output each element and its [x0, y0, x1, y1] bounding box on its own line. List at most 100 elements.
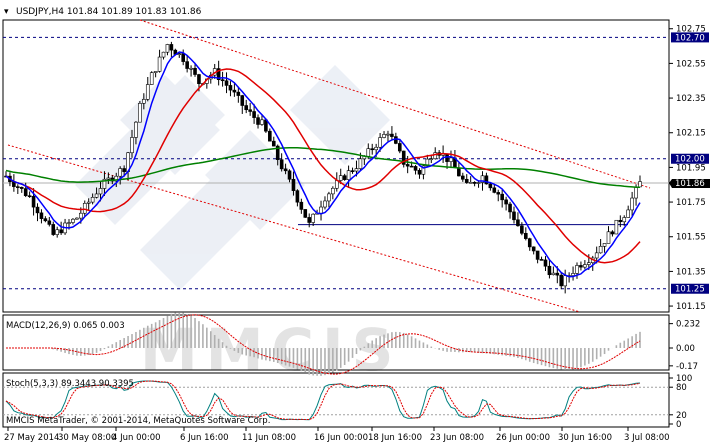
- candle-body: [464, 178, 469, 183]
- candle-body: [98, 188, 103, 195]
- candle-body: [429, 158, 434, 161]
- candle-body: [240, 95, 245, 106]
- candle-body: [618, 219, 623, 223]
- candle-body: [287, 170, 292, 180]
- time-tick-label: 26 Jun 00:00: [496, 433, 550, 443]
- channel-lower-line[interactable]: [7, 144, 581, 313]
- candle-body: [16, 186, 20, 188]
- candle-body: [94, 193, 99, 198]
- candle-body: [331, 187, 335, 195]
- candle-body: [216, 68, 221, 80]
- candle-body: [157, 56, 162, 72]
- candle-body: [555, 272, 560, 276]
- price-panel-frame: [2, 19, 670, 313]
- channel-upper-line[interactable]: [139, 19, 651, 189]
- candle-body: [244, 105, 249, 111]
- candle-body: [370, 148, 375, 151]
- candle-body: [512, 211, 516, 221]
- candle-body: [508, 203, 512, 213]
- candle-body: [378, 137, 382, 148]
- candle-body: [382, 134, 386, 138]
- candle-body: [118, 168, 122, 177]
- candle-body: [626, 209, 630, 218]
- ma-slow-line: [5, 146, 641, 189]
- copyright-text: MMCIS MetaTrader, © 2001-2014, MetaQuote…: [6, 416, 270, 426]
- price-tick-label: 101.95: [676, 163, 706, 173]
- price-tick-label: 101.15: [676, 302, 706, 312]
- price-axis[interactable]: 102.75 102.55 102.35 102.15 101.95 101.75 101.…: [669, 25, 709, 312]
- chart-header-icon: ▾: [4, 7, 9, 17]
- candle-body: [520, 225, 524, 234]
- candle-body: [47, 220, 52, 225]
- macd-axis: 0.232 0.00 -0.17: [669, 320, 700, 372]
- candle-body: [390, 133, 394, 137]
- candle-body: [543, 259, 548, 267]
- candle-body: [547, 265, 552, 276]
- candle-body: [496, 192, 501, 195]
- time-tick-label: 6 Jun 16:00: [180, 433, 229, 443]
- candle-body: [602, 243, 607, 247]
- candle-body: [527, 238, 532, 248]
- candle-body: [460, 175, 465, 180]
- candle-body: [71, 218, 75, 223]
- candle-body: [311, 213, 315, 223]
- candle-body: [480, 175, 485, 183]
- candle-body: [23, 188, 28, 196]
- trend-channel[interactable]: [7, 19, 651, 313]
- macd-label: MACD(12,26,9) 0.065 0.003: [6, 321, 125, 331]
- macd-tick-label: -0.17: [676, 362, 698, 372]
- candle-body: [283, 168, 288, 172]
- candle-body: [334, 180, 339, 189]
- macd-tick-label: 0.00: [676, 344, 695, 354]
- candle-body: [59, 229, 63, 234]
- candle-body: [413, 166, 418, 171]
- candle-body: [614, 219, 619, 235]
- candle-body: [409, 165, 414, 168]
- stochastic-indicator: [3, 380, 669, 421]
- candle-body: [630, 197, 634, 211]
- macd-tick-label: 0.232: [676, 320, 700, 330]
- candle-body: [539, 259, 544, 261]
- stoch-tick-label: 80: [676, 383, 687, 393]
- candle-body: [425, 158, 430, 167]
- candle-body: [271, 140, 276, 147]
- stoch-label: Stoch(5,3,3) 89.3443 90.3395: [6, 379, 134, 389]
- candle-body: [397, 143, 402, 152]
- time-tick-label: 16 Jun 00:00: [314, 433, 368, 443]
- candle-body: [531, 246, 536, 252]
- candle-body: [55, 229, 59, 235]
- candle-body: [587, 262, 591, 265]
- price-tick-label: 101.35: [676, 267, 706, 277]
- candle-body: [342, 175, 347, 180]
- candle-body: [177, 53, 182, 55]
- candle-body: [484, 175, 489, 185]
- candle-body: [275, 145, 280, 160]
- candle-body: [27, 195, 32, 197]
- candle-body: [145, 84, 150, 100]
- macd-indicator: [6, 312, 641, 376]
- candle-body: [374, 146, 378, 151]
- candle-body: [130, 137, 134, 154]
- level-mid-box: [671, 153, 709, 164]
- candle-body: [165, 44, 170, 53]
- header-bg: [3, 3, 193, 19]
- candle-body: [106, 177, 111, 180]
- candle-body: [86, 201, 91, 204]
- level-low-box: [671, 283, 709, 294]
- candle-body: [82, 203, 87, 214]
- time-tick-label: 3 Jul 08:00: [624, 433, 670, 443]
- candle-body: [189, 67, 193, 70]
- stoch-panel-frame: [2, 372, 670, 428]
- candle-body: [142, 99, 146, 104]
- candle-body: [75, 217, 79, 220]
- candle-body: [236, 91, 241, 96]
- candle-body: [268, 130, 272, 142]
- candle-body: [386, 133, 390, 136]
- candle-body: [457, 167, 461, 177]
- candle-body: [524, 232, 528, 239]
- candle-body: [535, 250, 540, 260]
- candle-body: [323, 200, 327, 208]
